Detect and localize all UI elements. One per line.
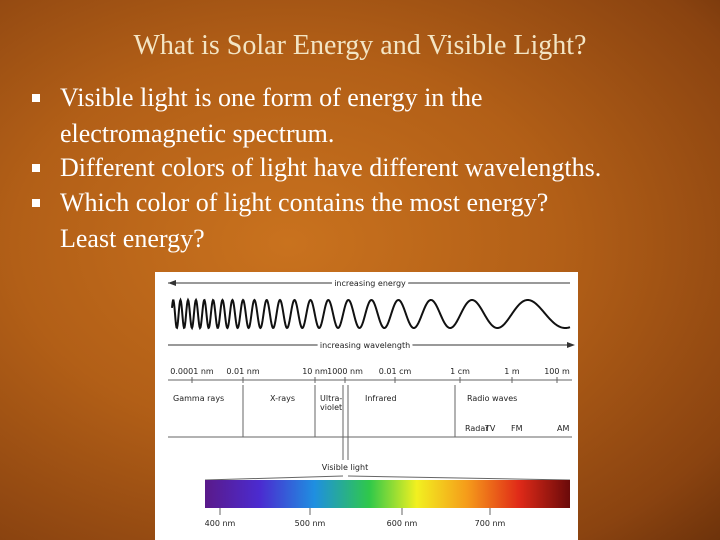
bullet: Which color of light contains the most e…	[32, 185, 549, 257]
radio-band: TV	[484, 424, 496, 433]
visible-scale-label: 600 nm	[387, 519, 418, 528]
region-label: Radio waves	[467, 394, 517, 403]
bullet: Different colors of light have different…	[32, 150, 602, 186]
region-label: Ultra-	[320, 394, 342, 403]
arrow-head	[567, 342, 575, 348]
scale-label: 10 nm	[302, 367, 328, 376]
bullet-line: Which color of light contains the most e…	[60, 188, 549, 217]
bullet: Visible light is one form of energy in t…	[32, 80, 483, 152]
scale-label: 1000 nm	[327, 367, 363, 376]
region-label: Gamma rays	[173, 394, 224, 403]
radio-band: Radar	[465, 424, 489, 433]
wavelength-label: increasing wavelength	[320, 341, 410, 350]
region-label: Infrared	[365, 394, 397, 403]
scale-label: 100 m	[544, 367, 570, 376]
bullet-line: Different colors of light have different…	[60, 153, 602, 182]
bullet-marker	[32, 164, 40, 172]
bullet-marker	[32, 94, 40, 102]
slide-title: What is Solar Energy and Visible Light?	[133, 30, 587, 61]
bullet-line: Visible light is one form of energy in t…	[60, 83, 483, 112]
scale-label: 0.0001 nm	[170, 367, 214, 376]
bullet-line: electromagnetic spectrum.	[60, 119, 335, 148]
scale-label: 1 cm	[450, 367, 470, 376]
arrow-head	[168, 280, 176, 286]
visible-scale-label: 400 nm	[205, 519, 236, 528]
wave	[171, 297, 571, 331]
scale-label: 0.01 nm	[226, 367, 259, 376]
energy-label: increasing energy	[334, 279, 406, 288]
funnel-line	[204, 475, 344, 481]
visible-spectrum	[205, 480, 570, 508]
visible-label: Visible light	[322, 463, 368, 472]
visible-scale-label: 700 nm	[475, 519, 506, 528]
bullet-line: Least energy?	[60, 224, 205, 253]
region-label: X-rays	[270, 394, 295, 403]
bullet-marker	[32, 199, 40, 207]
funnel-line	[347, 475, 571, 481]
radio-band: AM	[557, 424, 569, 433]
visible-scale-label: 500 nm	[295, 519, 326, 528]
radio-band: FM	[511, 424, 523, 433]
scale-label: 0.01 cm	[379, 367, 412, 376]
scale-label: 1 m	[504, 367, 520, 376]
region-label: violet	[320, 403, 342, 412]
